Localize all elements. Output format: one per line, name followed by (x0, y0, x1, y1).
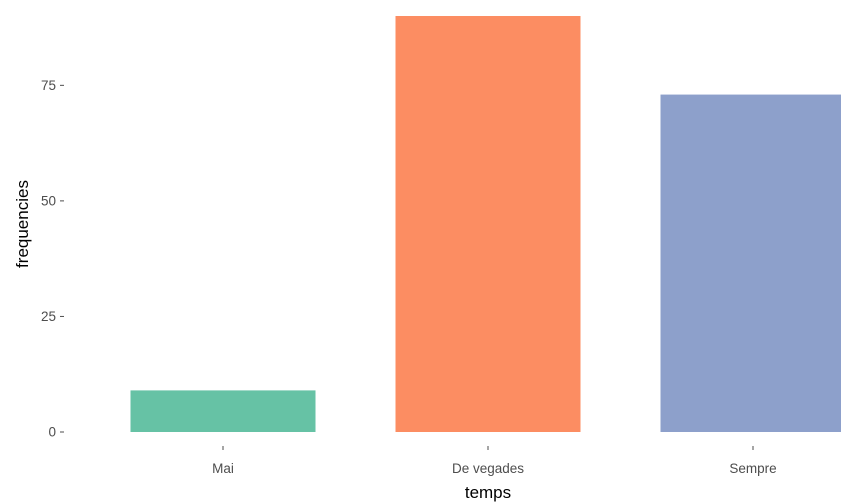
y-tick-label-2: 50 (41, 193, 56, 208)
bars (130, 16, 841, 433)
y-tick-label-3: 75 (41, 78, 56, 93)
y-axis-title: frequencies (13, 180, 32, 268)
x-axis-title: temps (465, 483, 511, 502)
bar-de-vegades (395, 16, 581, 432)
x-tick-label-0: Mai (212, 461, 234, 476)
y-tick-label-0: 0 (48, 425, 56, 440)
x-tick-label-1: De vegades (452, 461, 524, 476)
y-axis: 0 25 50 75 (41, 78, 64, 440)
bar-sempre (660, 94, 841, 433)
x-axis: Mai De vegades Sempre (212, 446, 777, 476)
bar-mai (130, 390, 316, 432)
y-tick-label-1: 25 (41, 309, 56, 324)
x-tick-label-2: Sempre (729, 461, 776, 476)
